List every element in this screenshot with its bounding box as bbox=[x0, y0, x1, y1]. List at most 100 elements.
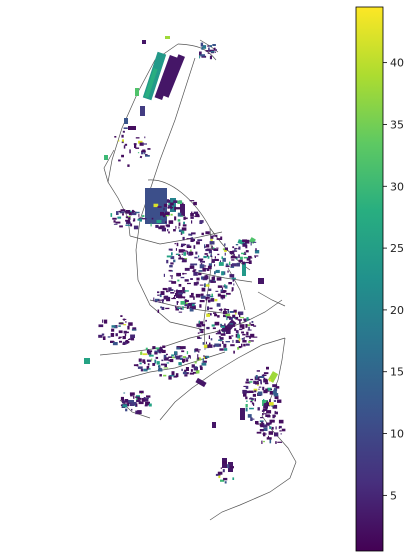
building bbox=[225, 263, 229, 266]
building bbox=[119, 225, 123, 228]
building bbox=[234, 247, 237, 250]
building bbox=[195, 370, 200, 374]
building bbox=[115, 221, 121, 224]
building bbox=[171, 354, 174, 357]
building bbox=[205, 50, 210, 52]
building bbox=[216, 277, 222, 281]
building bbox=[227, 464, 230, 469]
building bbox=[248, 341, 251, 343]
building bbox=[232, 246, 235, 249]
building bbox=[199, 264, 205, 269]
building bbox=[250, 417, 253, 421]
building bbox=[262, 408, 267, 411]
building bbox=[166, 290, 169, 293]
building bbox=[261, 410, 265, 412]
building bbox=[226, 316, 232, 319]
building bbox=[196, 281, 199, 285]
building bbox=[178, 254, 181, 257]
building bbox=[174, 295, 176, 299]
building bbox=[266, 366, 269, 370]
building bbox=[251, 402, 254, 405]
building bbox=[229, 251, 233, 253]
building bbox=[278, 425, 282, 429]
building bbox=[216, 238, 221, 240]
building bbox=[177, 212, 182, 217]
building bbox=[179, 256, 181, 259]
building bbox=[280, 433, 282, 435]
building bbox=[217, 253, 220, 256]
building bbox=[122, 336, 126, 340]
building bbox=[221, 256, 223, 259]
building bbox=[231, 259, 235, 261]
building bbox=[243, 318, 247, 322]
building bbox=[155, 347, 160, 350]
building bbox=[140, 106, 145, 116]
building bbox=[210, 338, 213, 341]
building bbox=[269, 391, 275, 395]
building bbox=[249, 381, 253, 383]
building bbox=[161, 227, 166, 232]
building bbox=[206, 326, 210, 330]
building bbox=[178, 229, 183, 232]
building bbox=[144, 152, 146, 155]
building bbox=[142, 143, 147, 145]
building bbox=[253, 336, 258, 338]
building bbox=[232, 314, 236, 318]
building bbox=[170, 256, 175, 260]
building bbox=[201, 55, 207, 58]
building bbox=[184, 217, 188, 220]
building bbox=[148, 350, 153, 352]
building bbox=[233, 325, 236, 327]
building bbox=[110, 340, 114, 343]
building bbox=[184, 258, 188, 260]
building bbox=[237, 311, 240, 315]
building bbox=[255, 248, 257, 251]
building bbox=[207, 344, 213, 348]
building bbox=[255, 421, 259, 425]
building bbox=[221, 298, 224, 300]
building bbox=[200, 42, 204, 47]
building bbox=[163, 357, 169, 361]
colorbar: 5 10 15 20 25 30 35 40 bbox=[355, 6, 404, 552]
building bbox=[209, 307, 213, 310]
building bbox=[125, 224, 131, 226]
building bbox=[123, 392, 126, 394]
building bbox=[215, 269, 220, 273]
building bbox=[245, 324, 248, 328]
building bbox=[190, 252, 193, 254]
building bbox=[178, 362, 182, 366]
building bbox=[174, 351, 178, 355]
building bbox=[263, 390, 268, 394]
building bbox=[194, 215, 199, 217]
building bbox=[193, 201, 197, 206]
building bbox=[181, 260, 187, 263]
building bbox=[122, 404, 128, 408]
building bbox=[144, 136, 146, 139]
building bbox=[133, 210, 135, 213]
building bbox=[178, 226, 180, 229]
building bbox=[164, 357, 169, 359]
building bbox=[162, 287, 167, 291]
building bbox=[196, 241, 200, 245]
building bbox=[213, 312, 217, 314]
building bbox=[186, 299, 189, 302]
building bbox=[124, 333, 127, 336]
building bbox=[182, 289, 186, 294]
building bbox=[130, 334, 135, 338]
building bbox=[233, 254, 235, 257]
building bbox=[201, 362, 207, 366]
building bbox=[138, 213, 140, 217]
building bbox=[264, 379, 268, 383]
building bbox=[135, 147, 140, 149]
building bbox=[162, 345, 166, 348]
building bbox=[190, 278, 193, 280]
building bbox=[125, 341, 130, 344]
building bbox=[137, 218, 142, 221]
building bbox=[182, 202, 184, 206]
building bbox=[220, 479, 225, 482]
building bbox=[270, 388, 272, 391]
building bbox=[252, 393, 256, 397]
building bbox=[125, 408, 128, 412]
building bbox=[223, 343, 227, 348]
building bbox=[260, 423, 264, 428]
